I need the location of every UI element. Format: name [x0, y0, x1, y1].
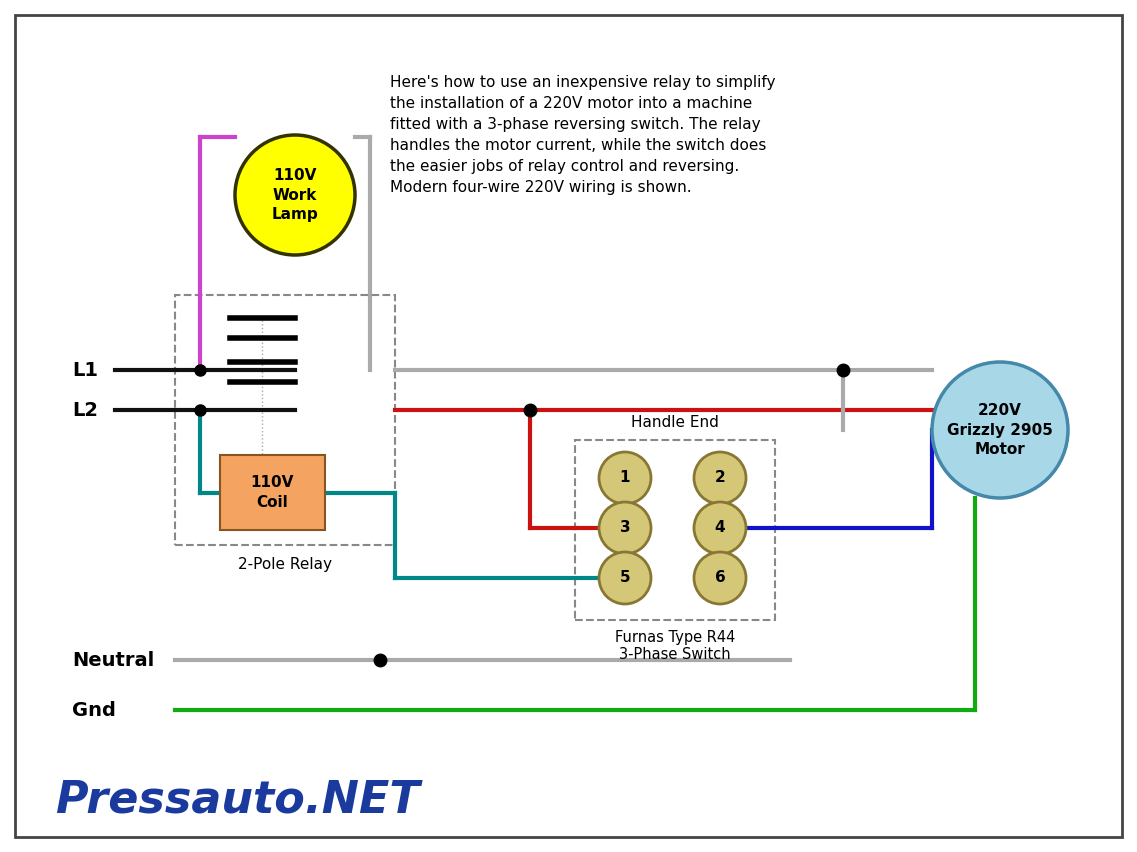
Text: Pressauto.NET: Pressauto.NET [55, 779, 420, 821]
Text: 220V
Grizzly 2905
Motor: 220V Grizzly 2905 Motor [947, 403, 1053, 458]
Text: 3: 3 [620, 521, 630, 536]
Bar [575, 440, 775, 620]
Text: 6: 6 [715, 571, 725, 585]
Bar [175, 295, 395, 545]
Text: Handle End: Handle End [631, 415, 719, 430]
Text: 4: 4 [715, 521, 725, 536]
Text: L1: L1 [72, 360, 98, 379]
Circle shape [235, 135, 355, 255]
Text: Neutral: Neutral [72, 650, 155, 670]
Text: 110V
Work
Lamp: 110V Work Lamp [272, 168, 318, 222]
Text: 5: 5 [620, 571, 630, 585]
Circle shape [599, 552, 652, 604]
Bar [219, 455, 325, 530]
Text: L2: L2 [72, 400, 98, 419]
Text: Here's how to use an inexpensive relay to simplify
the installation of a 220V mo: Here's how to use an inexpensive relay t… [390, 75, 775, 195]
Text: Furnas Type R44
3-Phase Switch: Furnas Type R44 3-Phase Switch [615, 630, 736, 662]
Text: 2: 2 [715, 470, 725, 486]
Circle shape [599, 452, 652, 504]
Text: 1: 1 [620, 470, 630, 486]
Circle shape [599, 502, 652, 554]
Text: Gnd: Gnd [72, 700, 116, 719]
Circle shape [694, 502, 746, 554]
Circle shape [932, 362, 1068, 498]
Text: 110V
Coil: 110V Coil [251, 475, 294, 509]
Text: 2-Pole Relay: 2-Pole Relay [238, 557, 332, 572]
Circle shape [694, 452, 746, 504]
Circle shape [694, 552, 746, 604]
